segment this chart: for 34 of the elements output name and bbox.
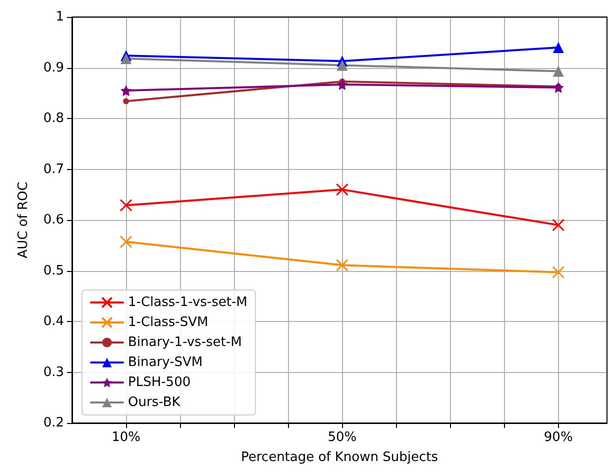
y-axis-title: AUC of ROC [16,182,31,258]
x-tick-label: 10% [112,430,140,445]
point [123,98,130,104]
point [552,266,565,279]
point [552,42,564,53]
y-tick-label: 0.4 [43,314,64,329]
y-tick-label: 0.9 [43,60,64,76]
y-tick-label: 0.2 [43,416,64,430]
point [552,82,564,94]
legend-label: PLSH-500 [128,375,191,390]
x-tick-label: 50% [328,430,357,445]
y-tick-label: 0.5 [43,263,64,278]
point [120,236,132,248]
legend-label: 1-Class-1-vs-set-M [128,295,248,310]
legend-label: Binary-1-vs-set-M [128,335,242,350]
point [120,85,132,96]
point [552,66,564,77]
point [336,60,348,71]
point [336,183,348,196]
point [120,53,132,64]
y-tick-label: 0.7 [43,162,64,177]
y-tick-label: 1 [56,10,64,24]
y-tick-label: 0.8 [43,111,64,126]
point [336,258,348,272]
x-axis-title: Percentage of Known Subjects [240,450,438,465]
point [552,218,565,232]
legend-label: 1-Class-SVM [128,315,208,330]
y-tick-label: 0.6 [43,212,64,228]
point [336,78,348,90]
legend-label: Ours-BK [128,395,181,410]
point [120,199,132,212]
y-tick-label: 0.3 [43,364,64,380]
legend-label: Binary-SVM [128,355,203,370]
x-tick-label: 90% [544,430,573,445]
